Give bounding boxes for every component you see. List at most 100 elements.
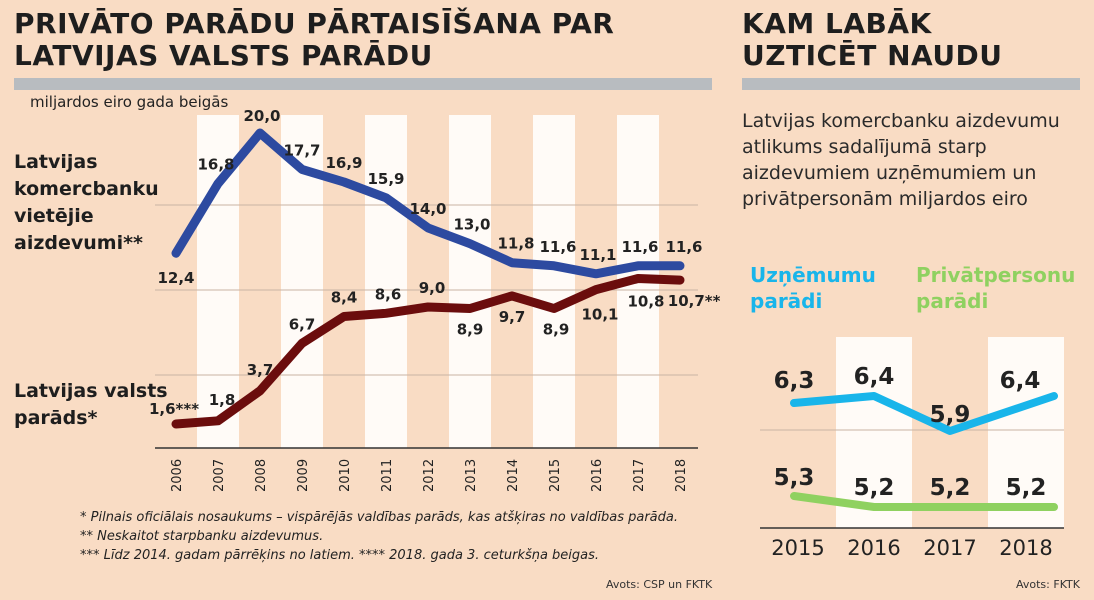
series-name-companies: Uzņēmumu bbox=[750, 263, 876, 287]
series-name-banks: Latvijas bbox=[14, 151, 98, 173]
left-title-rule bbox=[14, 78, 712, 90]
x-tick-label: 2011 bbox=[380, 459, 395, 492]
series-line-companies bbox=[790, 392, 1058, 435]
right-desc-line2: atlikums sadalījumā starp bbox=[742, 136, 987, 158]
right-x-tick-labels: 2015 2016 2017 2018 bbox=[771, 536, 1052, 560]
data-label-state: 6,7 bbox=[289, 315, 316, 333]
data-label-banks: 14,0 bbox=[409, 200, 446, 218]
data-label-private: 5,3 bbox=[774, 465, 815, 491]
data-label-state: 3,7 bbox=[247, 361, 274, 379]
x-tick-label: 2006 bbox=[170, 459, 185, 492]
right-title-line1: KAM LABĀK bbox=[742, 7, 932, 40]
left-title-line2: LATVIJAS VALSTS PARĀDU bbox=[14, 39, 433, 72]
right-source: Avots: FKTK bbox=[1016, 578, 1080, 591]
series-name-banks: vietējie bbox=[14, 205, 94, 227]
x-tick-label: 2016 bbox=[590, 459, 605, 492]
data-label-banks: 15,9 bbox=[367, 170, 404, 188]
series-name-private: parādi bbox=[916, 289, 988, 313]
right-desc-line4: privātpersonām miljardos eiro bbox=[742, 188, 1028, 210]
data-label-banks: 20,0 bbox=[243, 107, 280, 125]
data-label-private: 5,2 bbox=[1006, 475, 1047, 501]
left-unit-label: miljardos eiro gada beigās bbox=[30, 93, 229, 111]
year-column bbox=[988, 337, 1064, 528]
data-label-state: 8,4 bbox=[331, 288, 358, 306]
x-tick-label: 2007 bbox=[212, 459, 227, 492]
data-label-companies: 6,4 bbox=[1000, 368, 1041, 394]
right-desc-line3: aizdevumiem uzņēmumiem un bbox=[742, 162, 1037, 184]
series-line-private bbox=[790, 492, 1058, 511]
right-data-labels: 6,3 6,4 5,9 6,4 5,3 5,2 5,2 5,2 bbox=[774, 364, 1047, 501]
right-description: Latvijas komercbanku aizdevumu atlikums … bbox=[742, 108, 1060, 212]
x-tick-label: 2008 bbox=[254, 459, 269, 492]
right-plot-background bbox=[760, 337, 1064, 529]
data-label-state: 1,6*** bbox=[149, 400, 199, 418]
data-label-banks: 16,9 bbox=[325, 154, 362, 172]
data-label-state: 9,7 bbox=[499, 308, 526, 326]
data-label-state: 9,0 bbox=[419, 279, 446, 297]
data-label-banks: 17,7 bbox=[283, 141, 320, 159]
data-label-companies: 6,3 bbox=[774, 368, 815, 394]
data-label-private: 5,2 bbox=[930, 475, 971, 501]
x-tick-label: 2009 bbox=[296, 459, 311, 492]
data-label-state: 10,8 bbox=[627, 293, 664, 311]
x-tick-label: 2018 bbox=[999, 536, 1052, 560]
data-label-companies: 5,9 bbox=[930, 402, 971, 428]
data-label-state: 8,6 bbox=[375, 285, 402, 303]
left-footnotes: * Pilnais oficiālais nosaukums – vispārē… bbox=[80, 508, 678, 565]
right-desc-line1: Latvijas komercbanku aizdevumu bbox=[742, 110, 1060, 132]
series-line-banks bbox=[171, 128, 685, 279]
footnote-3: *** Līdz 2014. gadam pārrēķins no latiem… bbox=[80, 548, 600, 563]
series-name-private: Privātpersonu bbox=[916, 263, 1075, 287]
series-name-banks: aizdevumi** bbox=[14, 232, 143, 254]
year-stripe bbox=[365, 115, 407, 448]
x-tick-label: 2017 bbox=[923, 536, 976, 560]
data-label-banks: 11,6 bbox=[665, 238, 702, 256]
footnote-2: ** Neskaitot starpbanku aizdevumus. bbox=[80, 529, 324, 544]
right-title: KAM LABĀK UZTICĒT NAUDU bbox=[742, 8, 1003, 72]
data-label-state: 1,8 bbox=[209, 391, 236, 409]
year-column bbox=[836, 337, 912, 528]
series-name-banks: komercbanku bbox=[14, 178, 159, 200]
year-stripe bbox=[533, 115, 575, 448]
x-tick-label: 2015 bbox=[548, 459, 563, 492]
data-label-state: 8,9 bbox=[457, 321, 484, 339]
x-tick-label: 2012 bbox=[422, 459, 437, 492]
data-label-banks: 16,8 bbox=[197, 156, 234, 174]
left-x-tick-labels: 2006 2007 2008 2009 2010 2011 2012 2013 2014 2015… bbox=[170, 459, 689, 492]
x-tick-label: 2016 bbox=[847, 536, 900, 560]
left-series-names: Latvijas komercbanku vietējie aizdevumi** La… bbox=[14, 151, 168, 429]
left-data-labels: 12,4 16,8 20,017,7 16,9 15,9 14,0 13,0 11,8 11,6… bbox=[149, 107, 720, 418]
right-chart: 6,3 6,45,96,45,3 5,2 5,2 5,2 2015 2016 2017 201… bbox=[750, 263, 1075, 560]
left-source: Avots: CSP un FKTK bbox=[606, 578, 713, 591]
footnote-1: * Pilnais oficiālais nosaukums – vispārē… bbox=[80, 510, 678, 525]
data-label-private: 5,2 bbox=[854, 475, 895, 501]
left-title-line1: PRIVĀTO PARĀDU PĀRTAISĪŠANA PAR bbox=[14, 7, 615, 40]
data-label-banks: 11,6 bbox=[539, 238, 576, 256]
series-name-companies: parādi bbox=[750, 289, 822, 313]
data-label-state: 8,9 bbox=[543, 321, 570, 339]
data-label-state: 10,1 bbox=[581, 306, 618, 324]
x-tick-label: 2018 bbox=[674, 459, 689, 492]
series-name-state: parāds* bbox=[14, 407, 98, 429]
left-chart: 12,4 16,8 20,017,7 16,9 15,9 14,0 13,0 11,8 11,6… bbox=[14, 107, 720, 492]
series-line-state bbox=[171, 274, 685, 429]
data-label-banks: 11,8 bbox=[497, 235, 534, 253]
data-label-state: 10,7**** bbox=[668, 292, 720, 310]
right-title-rule bbox=[742, 78, 1080, 90]
left-title: PRIVĀTO PARĀDU PĀRTAISĪŠANA PAR LATVIJAS… bbox=[14, 8, 614, 72]
x-tick-label: 2014 bbox=[506, 459, 521, 492]
left-gridlines bbox=[155, 204, 698, 449]
year-stripe bbox=[449, 115, 491, 448]
x-tick-label: 2010 bbox=[338, 459, 353, 492]
data-label-banks: 13,0 bbox=[453, 216, 490, 234]
data-label-banks: 11,6 bbox=[621, 238, 658, 256]
x-tick-label: 2015 bbox=[771, 536, 824, 560]
series-name-state: Latvijas valsts bbox=[14, 380, 168, 402]
right-title-line2: UZTICĒT NAUDU bbox=[742, 39, 1003, 72]
data-label-companies: 6,4 bbox=[854, 364, 895, 390]
data-label-banks: 12,4 bbox=[157, 269, 194, 287]
data-label-banks: 11,1 bbox=[579, 246, 616, 264]
x-tick-label: 2017 bbox=[632, 459, 647, 492]
x-tick-label: 2013 bbox=[464, 459, 479, 492]
